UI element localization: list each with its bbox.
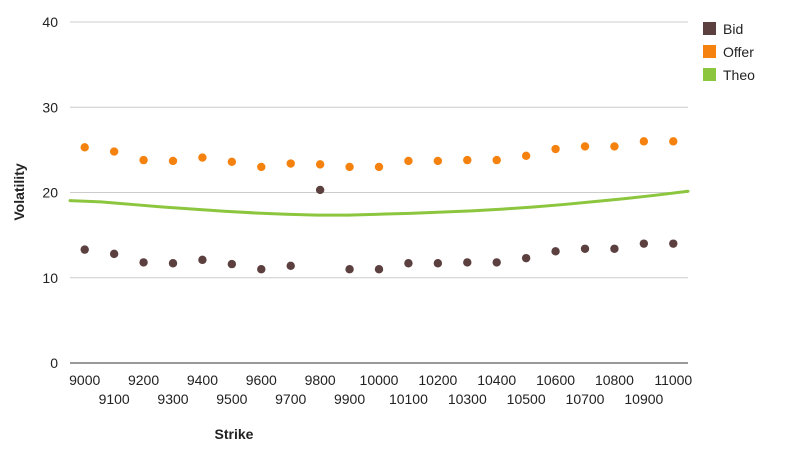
- offer-point: [551, 144, 560, 154]
- offer-point: [345, 162, 354, 172]
- legend: Bid Offer Theo: [703, 21, 755, 83]
- offer-point: [404, 156, 413, 166]
- bid-point: [669, 239, 678, 248]
- offer-point: [521, 151, 531, 161]
- y-tick-label: 30: [42, 99, 58, 115]
- x-tick-label: 9700: [275, 391, 306, 407]
- offer-point: [315, 160, 325, 169]
- bid-point: [610, 244, 619, 253]
- bid-point: [80, 245, 89, 254]
- x-tick-label: 9400: [187, 372, 218, 388]
- legend-label-bid: Bid: [723, 21, 743, 37]
- x-tick-label: 10200: [418, 372, 457, 388]
- x-tick-label: 10400: [477, 372, 516, 388]
- offer-point: [109, 147, 119, 156]
- offer-point: [433, 156, 443, 166]
- x-tick-label: 9100: [99, 391, 130, 407]
- bid-point: [374, 265, 384, 274]
- bid-point: [521, 253, 531, 263]
- offer-point: [168, 156, 178, 166]
- legend-label-offer: Offer: [723, 44, 754, 60]
- y-tick-label: 20: [42, 185, 58, 201]
- bid-point: [639, 239, 649, 248]
- x-tick-label: 10000: [360, 372, 399, 388]
- offer-point: [286, 159, 295, 168]
- x-tick-label: 10700: [566, 391, 605, 407]
- x-tick-label: 9900: [334, 391, 365, 407]
- x-tick-label: 9500: [216, 391, 247, 407]
- x-tick-label: 10100: [389, 391, 428, 407]
- offer-point: [80, 143, 89, 152]
- offer-point: [227, 157, 237, 167]
- x-tick-label: 10600: [536, 372, 575, 388]
- offer-point: [198, 153, 207, 162]
- series-layer: [68, 137, 690, 274]
- y-tick-label: 40: [42, 14, 58, 30]
- x-tick-label: 9200: [128, 372, 159, 388]
- offer-point: [669, 137, 678, 146]
- x-tick-label: 9000: [69, 372, 100, 388]
- x-tick-label: 10300: [448, 391, 487, 407]
- x-tick-label: 11000: [654, 372, 692, 388]
- x-tick-label: 9300: [157, 391, 188, 407]
- y-tick-label: 0: [50, 355, 58, 371]
- bid-point: [109, 249, 119, 259]
- legend-swatch-theo: [703, 68, 716, 81]
- y-tick-labels: 0 10 20 30 40: [42, 14, 58, 371]
- bid-point: [257, 265, 266, 274]
- x-tick-label: 9800: [305, 372, 336, 388]
- offer-point: [257, 162, 266, 172]
- x-tick-label: 9600: [246, 372, 277, 388]
- bid-point: [433, 259, 443, 268]
- y-tick-label: 10: [42, 270, 58, 286]
- bid-point: [168, 259, 178, 268]
- offer-point: [463, 155, 472, 165]
- legend-swatch-offer: [703, 45, 716, 58]
- bid-point: [286, 261, 295, 271]
- offer-point: [580, 142, 590, 151]
- x-tick-label: 10500: [507, 391, 546, 407]
- bid-point: [492, 258, 501, 267]
- bid-point: [580, 244, 590, 253]
- bid-point: [404, 259, 413, 268]
- offer-point: [492, 155, 501, 165]
- offer-point: [139, 155, 148, 165]
- bid-point: [198, 255, 207, 265]
- bid-point: [315, 185, 325, 195]
- bid-point: [463, 258, 472, 267]
- bid-point: [551, 247, 560, 256]
- bid-point: [345, 265, 354, 274]
- legend-swatch-bid: [703, 22, 716, 35]
- x-tick-label: 10900: [624, 391, 663, 407]
- theo-series-line: [68, 189, 690, 217]
- offer-point: [374, 162, 384, 172]
- bid-point: [139, 258, 148, 267]
- x-tick-labels: 9000 9200 9400 9600 9800 10000 10200 10400 10600…: [69, 372, 692, 407]
- gridlines: [70, 21, 688, 364]
- offer-point: [639, 137, 649, 146]
- x-tick-label: 10800: [595, 372, 634, 388]
- y-axis-title: Volatility: [11, 163, 27, 221]
- x-axis-title: Strike: [215, 426, 254, 442]
- bid-point: [227, 259, 237, 269]
- offer-point: [610, 142, 619, 151]
- legend-label-theo: Theo: [723, 67, 755, 83]
